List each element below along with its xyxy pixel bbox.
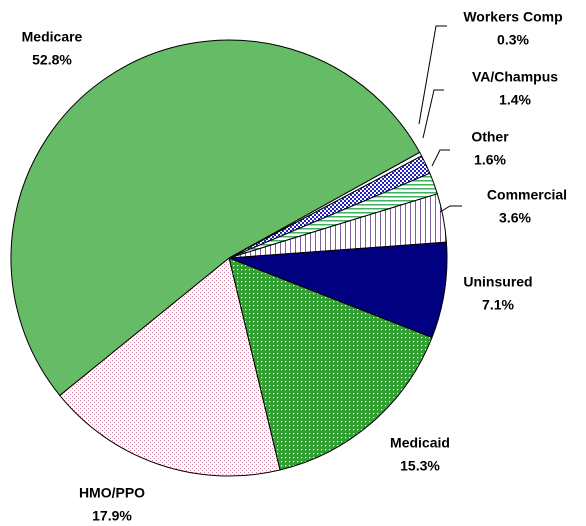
slice-label: Other [471,129,509,145]
slice-value-label: 7.1% [482,297,514,313]
leader-line [418,25,447,125]
slice-value-label: 52.8% [32,52,72,68]
slice-value-label: 0.3% [497,32,529,48]
slice-value-label: 1.4% [499,92,531,108]
leader-line [439,205,462,213]
slice-value-label: 1.6% [474,152,506,168]
slice-value-label: 17.9% [92,508,132,524]
leader-line [431,149,450,167]
slice-value-label: 3.6% [499,210,531,226]
slice-label: Uninsured [463,274,532,290]
slice-label: Commercial [487,187,567,203]
slice-value-label: 15.3% [400,458,440,474]
pie-slice [59,257,281,477]
slice-label: Workers Comp [463,9,562,25]
slice-label: Medicare [22,29,83,45]
slice-label: Medicaid [390,435,450,451]
leader-line [422,89,444,139]
pie-slice [228,257,433,471]
slice-label: VA/Champus [472,69,558,85]
pie-slice [10,39,421,397]
slice-label: HMO/PPO [79,485,145,501]
